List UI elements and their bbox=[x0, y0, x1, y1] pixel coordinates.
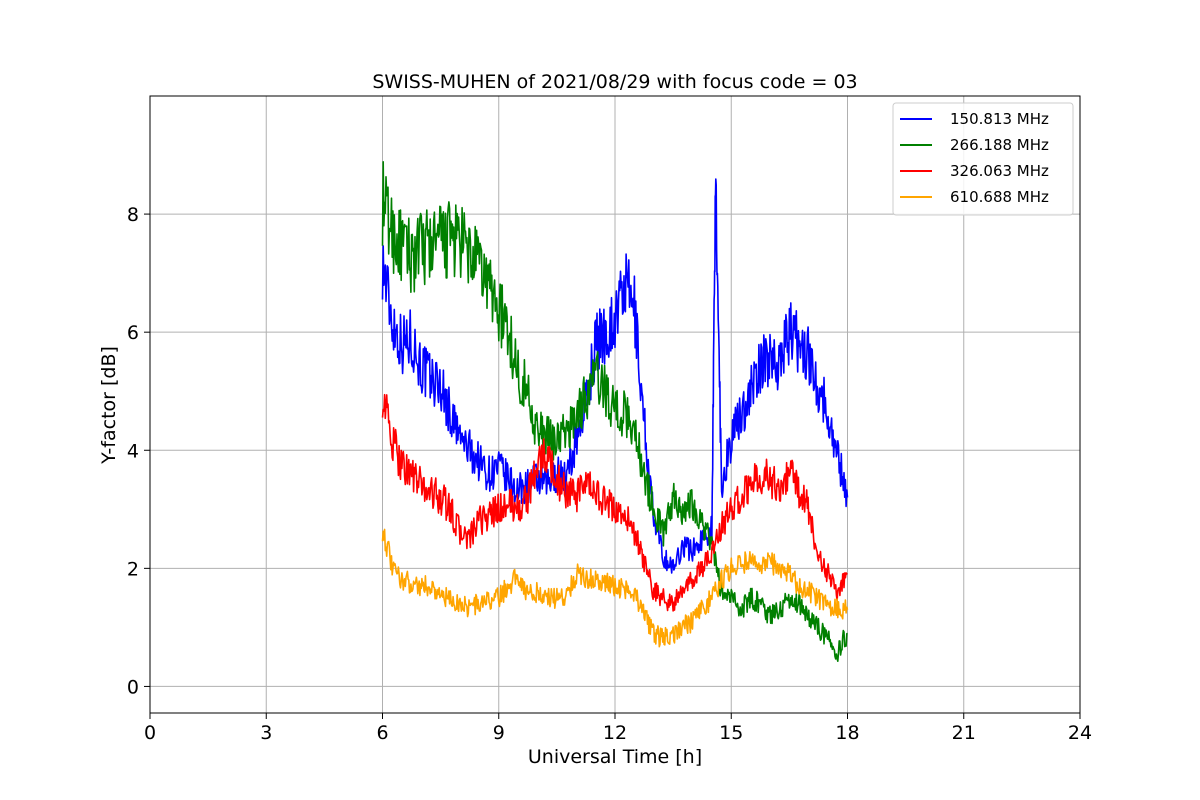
y-tick-label: 0 bbox=[127, 676, 139, 698]
x-ticks: 0 3 6 9 12 15 18 21 24 bbox=[144, 713, 1092, 744]
y-tick-label: 4 bbox=[127, 440, 139, 462]
legend: 150.813 MHz 266.188 MHz 326.063 MHz 610.688… bbox=[892, 102, 1074, 216]
x-tick-label: 0 bbox=[144, 722, 156, 744]
x-tick-label: 9 bbox=[493, 722, 505, 744]
legend-label: 266.188 MHz bbox=[950, 136, 1049, 154]
y-tick-label: 8 bbox=[127, 204, 139, 226]
x-tick-label: 12 bbox=[603, 722, 627, 744]
series-line bbox=[381, 161, 848, 662]
series-line bbox=[381, 528, 849, 648]
series-layer bbox=[381, 161, 849, 662]
x-tick-label: 21 bbox=[952, 722, 976, 744]
y-tick-label: 6 bbox=[127, 322, 139, 344]
x-tick-label: 24 bbox=[1068, 722, 1092, 744]
x-tick-label: 18 bbox=[835, 722, 859, 744]
x-tick-label: 3 bbox=[260, 722, 272, 744]
legend-label: 150.813 MHz bbox=[950, 110, 1049, 128]
y-tick-label: 2 bbox=[127, 558, 139, 580]
x-axis-label: Universal Time [h] bbox=[528, 746, 702, 768]
y-axis-label: Y-factor [dB] bbox=[98, 346, 120, 465]
legend-label: 610.688 MHz bbox=[950, 188, 1049, 206]
y-ticks: 0 2 4 6 8 bbox=[127, 204, 150, 698]
chart-title: SWISS-MUHEN of 2021/08/29 with focus cod… bbox=[372, 71, 857, 93]
series-line bbox=[381, 178, 849, 574]
legend-label: 326.063 MHz bbox=[950, 162, 1049, 180]
legend-box bbox=[892, 102, 1074, 216]
series-line bbox=[381, 393, 848, 612]
x-tick-label: 6 bbox=[376, 722, 388, 744]
x-tick-label: 15 bbox=[719, 722, 743, 744]
